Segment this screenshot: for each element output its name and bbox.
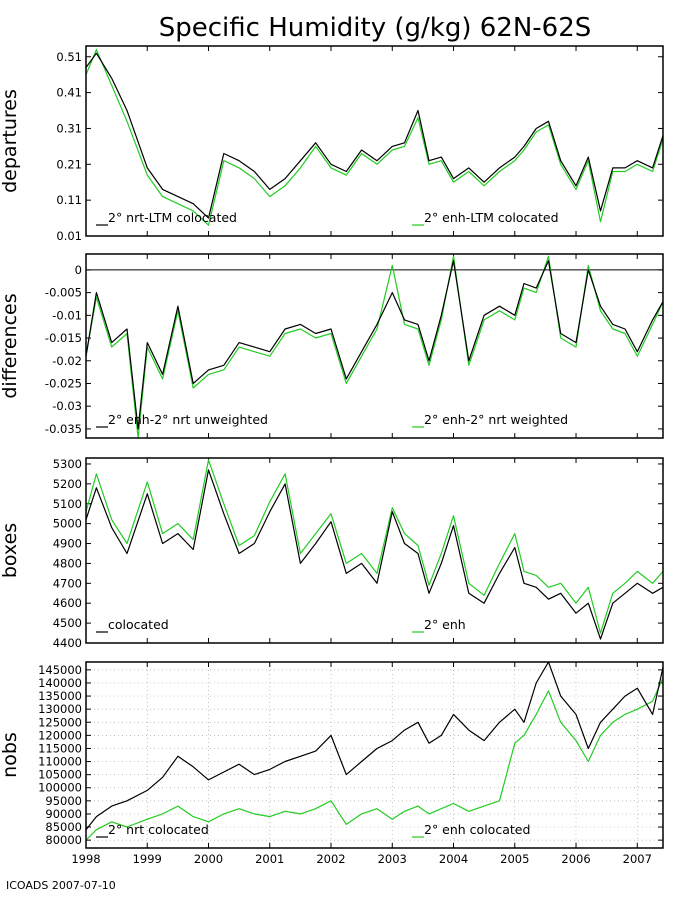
y-tick-label: 0.01: [56, 229, 82, 243]
x-tick-label: 2004: [439, 852, 468, 866]
y-tick-label: 135000: [38, 689, 82, 703]
y-tick-label: 4900: [53, 537, 82, 551]
x-tick-label: 2002: [316, 852, 345, 866]
y-tick-label: 120000: [38, 728, 82, 742]
panel-boxes: 4400 4500 4600 4700 4800 4900 5000 5100 5200 5300…: [0, 457, 664, 650]
y-tick-label: 0.31: [56, 121, 82, 135]
series-line-green: [86, 677, 663, 841]
y-tick-label: 4800: [53, 556, 82, 570]
y-tick-label: 140000: [38, 676, 82, 690]
legend-entry-green: 2° enh-LTM colocated: [412, 210, 559, 226]
series-line-black: [86, 260, 663, 430]
legend-entry-black: 2° nrt-LTM colocated: [96, 210, 237, 226]
legend-entry-black: 2° enh-2° nrt unweighted: [96, 412, 268, 428]
y-tick-label: -0.01: [52, 308, 82, 322]
legend-entry-green: 2° enh colocated: [412, 822, 530, 838]
y-tick-label: 125000: [38, 715, 82, 729]
y-tick-label: 5300: [53, 457, 82, 471]
legend-label: 2° enh: [424, 617, 466, 632]
y-tick-label: 115000: [38, 741, 82, 755]
y-tick-label: 0: [75, 263, 82, 277]
y-tick-label: 5200: [53, 477, 82, 491]
y-tick-label: 0.41: [56, 86, 82, 100]
y-tick-label: 5100: [53, 497, 82, 511]
y-tick-label: 145000: [38, 663, 82, 677]
y-axis-label: boxes: [0, 523, 21, 578]
y-tick-label: 4600: [53, 596, 82, 610]
y-tick-label: 110000: [38, 755, 82, 769]
chart-panels: 0.01 0.11 0.21 0.31 0.41 0.51 departures 2° nrt…: [0, 45, 664, 849]
footer-source-date: ICOADS 2007-07-10: [6, 879, 116, 892]
x-axis: 1998 1999 2000 2001 2002 2003 2004 2005 2006 2007: [71, 852, 652, 866]
x-tick-label: 2000: [194, 852, 223, 866]
y-axis-label: departures: [0, 89, 21, 193]
y-tick-label: -0.025: [45, 376, 82, 390]
legend-entry-green: 2° enh: [412, 617, 466, 633]
series-line-black: [86, 662, 663, 831]
y-tick-label: 95000: [45, 794, 82, 808]
x-tick-label: 2005: [500, 852, 529, 866]
y-tick-label: 90000: [45, 807, 82, 821]
panel-departures: 0.01 0.11 0.21 0.31 0.41 0.51 departures 2° nrt…: [0, 45, 664, 243]
panel-frame: [85, 457, 664, 644]
legend-entry-black: 2° nrt colocated: [96, 822, 209, 838]
y-tick-label: 5000: [53, 517, 82, 531]
y-tick-label: 4400: [53, 636, 82, 650]
y-tick-label: -0.03: [52, 399, 82, 413]
panel-frame: [85, 253, 664, 439]
y-tick-label: 130000: [38, 702, 82, 716]
x-tick-label: 1999: [133, 852, 162, 866]
x-tick-label: 2006: [561, 852, 590, 866]
chart-title: Specific Humidity (g/kg) 62N-62S: [159, 13, 592, 43]
series-line-black: [86, 52, 663, 219]
y-tick-label: -0.015: [45, 331, 82, 345]
x-tick-label: 2003: [378, 852, 407, 866]
y-tick-label: -0.02: [52, 354, 82, 368]
y-tick-label: 0.11: [56, 193, 82, 207]
y-tick-label: 80000: [45, 833, 82, 847]
y-tick-label: -0.035: [45, 422, 82, 436]
y-axis-label: nobs: [0, 732, 21, 778]
legend-label: 2° enh-LTM colocated: [424, 210, 559, 225]
series-line-green: [86, 459, 663, 634]
legend-label: 2° enh-2° nrt weighted: [424, 412, 568, 427]
x-tick-label: 1998: [71, 852, 100, 866]
legend-label: 2° enh colocated: [424, 822, 530, 837]
panel-differences: 0 -0.005 -0.01 -0.015 -0.02 -0.025 -0.03 -0.035…: [0, 253, 664, 439]
series-line-black: [86, 469, 663, 640]
panel-frame: [85, 45, 664, 237]
y-tick-label: 0.51: [56, 50, 82, 64]
series-line-green: [86, 48, 663, 226]
y-tick-label: 4500: [53, 616, 82, 630]
legend-label: 2° nrt colocated: [108, 822, 209, 837]
legend-entry-black: colocated: [96, 617, 169, 633]
x-tick-label: 2007: [623, 852, 652, 866]
legend-label: colocated: [108, 617, 169, 632]
legend-entry-green: 2° enh-2° nrt weighted: [412, 412, 568, 428]
y-tick-label: 105000: [38, 768, 82, 782]
y-axis-label: differences: [0, 293, 21, 398]
y-tick-label: -0.005: [45, 286, 82, 300]
y-tick-label: 4700: [53, 576, 82, 590]
y-tick-label: 100000: [38, 781, 82, 795]
y-tick-label: 0.21: [56, 157, 82, 171]
series-line-green: [86, 255, 663, 438]
y-tick-label: 85000: [45, 820, 82, 834]
legend-label: 2° nrt-LTM colocated: [108, 210, 237, 225]
x-tick-label: 2001: [255, 852, 284, 866]
legend-label: 2° enh-2° nrt unweighted: [108, 412, 268, 427]
panel-frame: [85, 661, 664, 849]
panel-nobs: 8000085000900009500010000010500011000011…: [0, 661, 664, 849]
